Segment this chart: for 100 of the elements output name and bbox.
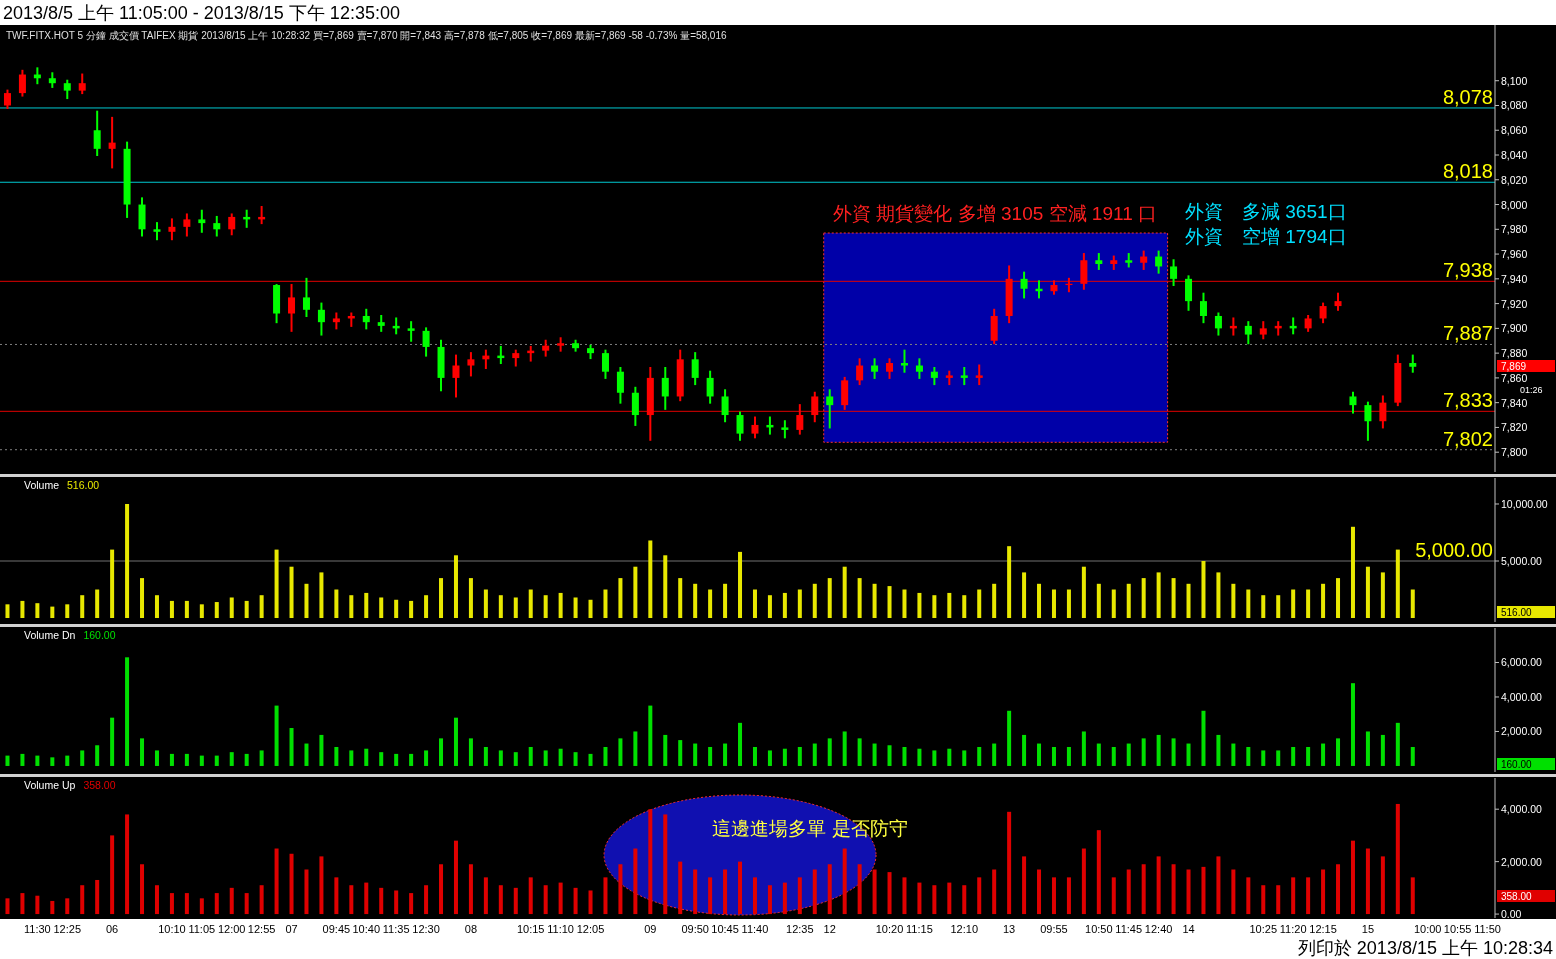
x-tick-label: 12:55 [247, 923, 276, 935]
bar [1380, 734, 1385, 766]
bar [603, 589, 608, 619]
bar [274, 705, 279, 766]
bar [1126, 743, 1131, 766]
bar [1186, 869, 1191, 915]
bar [409, 753, 414, 766]
bar [782, 592, 787, 619]
bar [319, 572, 324, 619]
bar [65, 898, 70, 915]
bar [95, 879, 100, 915]
bar [872, 743, 877, 766]
bar [887, 586, 892, 619]
bar [1261, 595, 1266, 619]
y-tick-label: 8,080 [1501, 99, 1528, 112]
bar [1350, 526, 1355, 619]
bar [812, 743, 817, 766]
bar [1051, 589, 1056, 619]
bar [259, 750, 264, 766]
bar [50, 606, 55, 619]
bar [304, 869, 309, 915]
x-tick-label: 12:10 [950, 923, 979, 935]
bar [513, 597, 518, 619]
bar [1141, 738, 1146, 766]
bar [1126, 583, 1131, 619]
bar [379, 752, 384, 766]
bar [603, 877, 608, 915]
bar [872, 583, 877, 619]
bar [588, 599, 593, 619]
bar [797, 589, 802, 619]
y-tick-label: 7,960 [1501, 248, 1528, 261]
x-tick-label: 10:25 [1249, 923, 1278, 935]
bar [1156, 734, 1161, 766]
bar [558, 882, 563, 915]
bar [5, 898, 10, 915]
bar [1246, 746, 1251, 766]
x-tick-label: 11:50 [1474, 923, 1501, 935]
bar [95, 589, 100, 619]
bar [1410, 589, 1415, 619]
x-tick-label: 09:55 [1040, 923, 1068, 935]
bar [1350, 840, 1355, 915]
bar [842, 848, 847, 915]
y-tick-label: 4,000.00 [1501, 803, 1543, 816]
bar [1306, 746, 1311, 766]
bar [110, 835, 115, 915]
y-tick-label: 7,900 [1501, 322, 1528, 335]
bar [214, 755, 219, 766]
bar [1081, 848, 1086, 915]
bar [125, 657, 130, 766]
x-tick-label: 11:45 [1115, 923, 1143, 935]
bar [812, 869, 817, 915]
bar [244, 893, 249, 915]
bar [992, 869, 997, 915]
bar [50, 900, 55, 915]
bar [364, 592, 369, 619]
bar [409, 893, 414, 915]
y-tick-label: 8,040 [1501, 149, 1528, 162]
bar [289, 853, 294, 915]
bar [334, 746, 339, 766]
bar [1022, 572, 1027, 619]
bar [588, 890, 593, 915]
bar [558, 592, 563, 619]
bar [1321, 583, 1326, 619]
bar [723, 743, 728, 766]
bar [214, 602, 219, 619]
annotation: 外資 空增 1794口 [1185, 226, 1347, 247]
bar [1336, 738, 1341, 766]
bar [1051, 877, 1056, 915]
bar [379, 887, 384, 915]
x-tick-label: 12:00 [217, 923, 246, 935]
ref-line-label: 8,018 [1442, 160, 1493, 183]
y-tick-label: 0.00 [1501, 908, 1522, 921]
bar [1261, 885, 1266, 915]
bar [319, 734, 324, 766]
bar [917, 592, 922, 619]
bar [573, 597, 578, 619]
bar [738, 551, 743, 619]
bar [857, 738, 862, 766]
bar [1201, 866, 1206, 915]
bar [349, 885, 354, 915]
bar [1306, 589, 1311, 619]
bar [962, 750, 967, 766]
bar [184, 893, 189, 915]
bar [962, 595, 967, 619]
bar [1022, 856, 1027, 915]
bar [977, 877, 982, 915]
bar [1276, 595, 1281, 619]
bar [513, 752, 518, 766]
bar [1336, 864, 1341, 915]
bar [633, 731, 638, 766]
bar [752, 746, 757, 766]
x-tick-label: 12:25 [53, 923, 82, 935]
y-tick-label: 8,000 [1501, 198, 1528, 211]
x-tick-label: 11:30 [24, 923, 51, 935]
x-tick-label: 12:30 [412, 923, 440, 935]
text: 160.00 [1501, 759, 1533, 770]
x-tick-label: 11:40 [741, 923, 769, 935]
bar [573, 752, 578, 766]
bar [827, 864, 832, 915]
bar [977, 589, 982, 619]
